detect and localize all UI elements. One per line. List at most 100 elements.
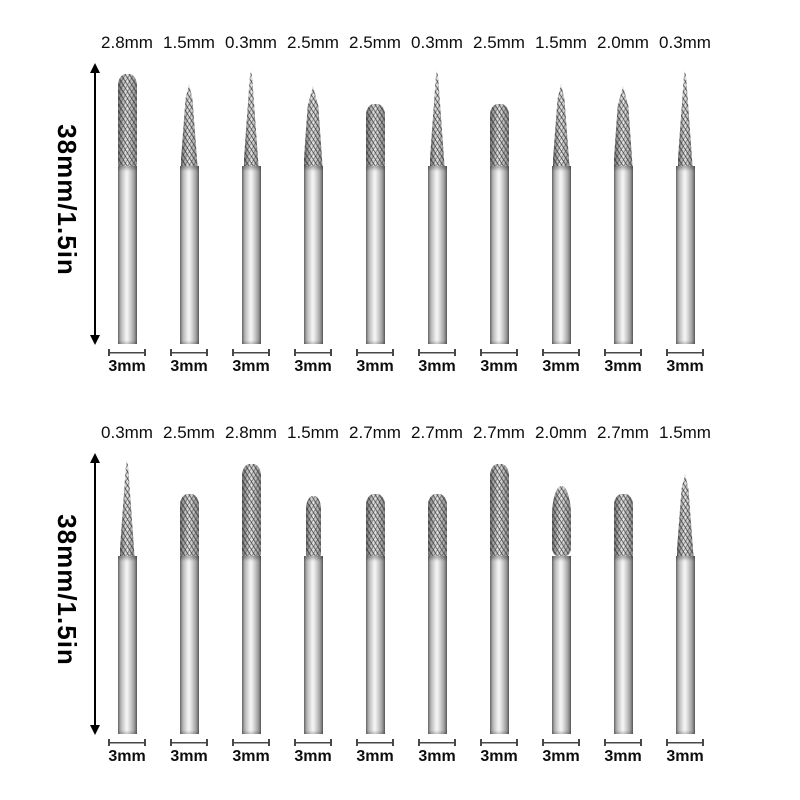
bit-shank [551,166,571,344]
head-size-label: 2.7mm [597,423,649,442]
bit-column: 1.5mm 3mm [654,420,716,766]
shank-width-bracket [356,349,394,356]
head-size-label: 2.0mm [597,33,649,52]
bit-cutting-head [365,104,385,166]
head-size-label: 2.8mm [101,33,153,52]
shank-size-label: 3mm [108,748,146,765]
shank-size-label: 3mm [356,748,394,765]
shank-size-label: 3mm [542,748,580,765]
bit-shank [179,556,199,734]
length-measure-bottom: 38mm/1.5in [34,446,100,735]
bit-cutting-head [613,494,633,556]
head-size-label: 2.7mm [349,423,401,442]
bit-cutting-head [243,70,259,166]
head-size-label: 2.8mm [225,423,277,442]
bit-cutting-head [241,464,261,556]
bit-shank [117,556,137,734]
bit-cutting-head [180,84,198,166]
bit-cutting-head [179,494,199,556]
bit-list-bottom: 0.3mm 3mm 2.5mm 3mm 2.8mm 3mm 1.5mm [96,420,716,766]
bit-cutting-head [429,70,445,166]
bit-shank [241,556,261,734]
bit-shank [365,556,385,734]
drill-bit [675,446,695,734]
bit-cutting-head [305,496,321,556]
bit-cutting-head [676,474,694,556]
shank-size-label: 3mm [232,358,270,375]
bit-shank [427,166,447,344]
bit-shank [613,166,633,344]
head-size-label: 0.3mm [411,33,463,52]
head-size-label: 2.7mm [411,423,463,442]
drill-bit [179,446,199,734]
bit-column: 0.3mm 3mm [220,30,282,376]
length-measure-top: 38mm/1.5in [34,56,100,345]
shank-width-bracket [418,349,456,356]
drill-bit [117,56,137,344]
bit-column: 2.5mm 3mm [158,420,220,766]
bit-column: 0.3mm 3mm [654,30,716,376]
bit-list-top: 2.8mm 3mm 1.5mm 3mm 0.3mm 3mm 2.5mm [96,30,716,376]
shank-width-bracket [480,739,518,746]
bit-column: 2.8mm 3mm [96,30,158,376]
bit-column: 1.5mm 3mm [282,420,344,766]
shank-width-bracket [170,349,208,356]
bit-column: 2.7mm 3mm [468,420,530,766]
drill-bit [241,56,261,344]
bit-row-bottom: 38mm/1.5in 0.3mm 3mm 2.5mm 3mm 2.8mm 3mm… [0,420,800,792]
bit-column: 0.3mm 3mm [406,30,468,376]
bit-shank [179,166,199,344]
drill-bit [117,446,137,734]
drill-bit [365,56,385,344]
drill-bit [551,446,571,734]
bit-cutting-head [551,486,571,556]
head-size-label: 2.5mm [287,33,339,52]
shank-size-label: 3mm [232,748,270,765]
shank-size-label: 3mm [294,748,332,765]
shank-size-label: 3mm [108,358,146,375]
bit-column: 1.5mm 3mm [530,30,592,376]
drill-bit [179,56,199,344]
bit-row-top: 38mm/1.5in 2.8mm 3mm 1.5mm 3mm 0.3mm 3mm… [0,30,800,402]
shank-width-bracket [294,349,332,356]
bit-cutting-head [117,74,137,166]
drill-bit [365,446,385,734]
head-size-label: 0.3mm [101,423,153,442]
bit-shank [427,556,447,734]
shank-width-bracket [666,349,704,356]
bit-shank [241,166,261,344]
bit-cutting-head [303,86,323,166]
head-size-label: 2.5mm [473,33,525,52]
shank-width-bracket [356,739,394,746]
bit-shank [365,166,385,344]
drill-bit [489,446,509,734]
drill-bit [613,56,633,344]
drill-bit [675,56,695,344]
head-size-label: 1.5mm [535,33,587,52]
head-size-label: 1.5mm [287,423,339,442]
bit-shank [613,556,633,734]
shank-width-bracket [542,739,580,746]
shank-size-label: 3mm [170,748,208,765]
head-size-label: 2.0mm [535,423,587,442]
shank-width-bracket [108,349,146,356]
drill-bit [427,446,447,734]
shank-size-label: 3mm [666,748,704,765]
shank-size-label: 3mm [542,358,580,375]
bit-cutting-head [489,464,509,556]
head-size-label: 2.5mm [163,423,215,442]
drill-bit [427,56,447,344]
bit-cutting-head [677,70,693,166]
length-label: 38mm/1.5in [52,514,82,666]
shank-size-label: 3mm [356,358,394,375]
head-size-label: 1.5mm [163,33,215,52]
drill-bit [489,56,509,344]
shank-size-label: 3mm [170,358,208,375]
bit-cutting-head [365,494,385,556]
bit-shank [489,166,509,344]
shank-width-bracket [604,349,642,356]
bit-column: 0.3mm 3mm [96,420,158,766]
drill-bit [303,56,323,344]
shank-width-bracket [232,739,270,746]
bit-column: 2.5mm 3mm [344,30,406,376]
